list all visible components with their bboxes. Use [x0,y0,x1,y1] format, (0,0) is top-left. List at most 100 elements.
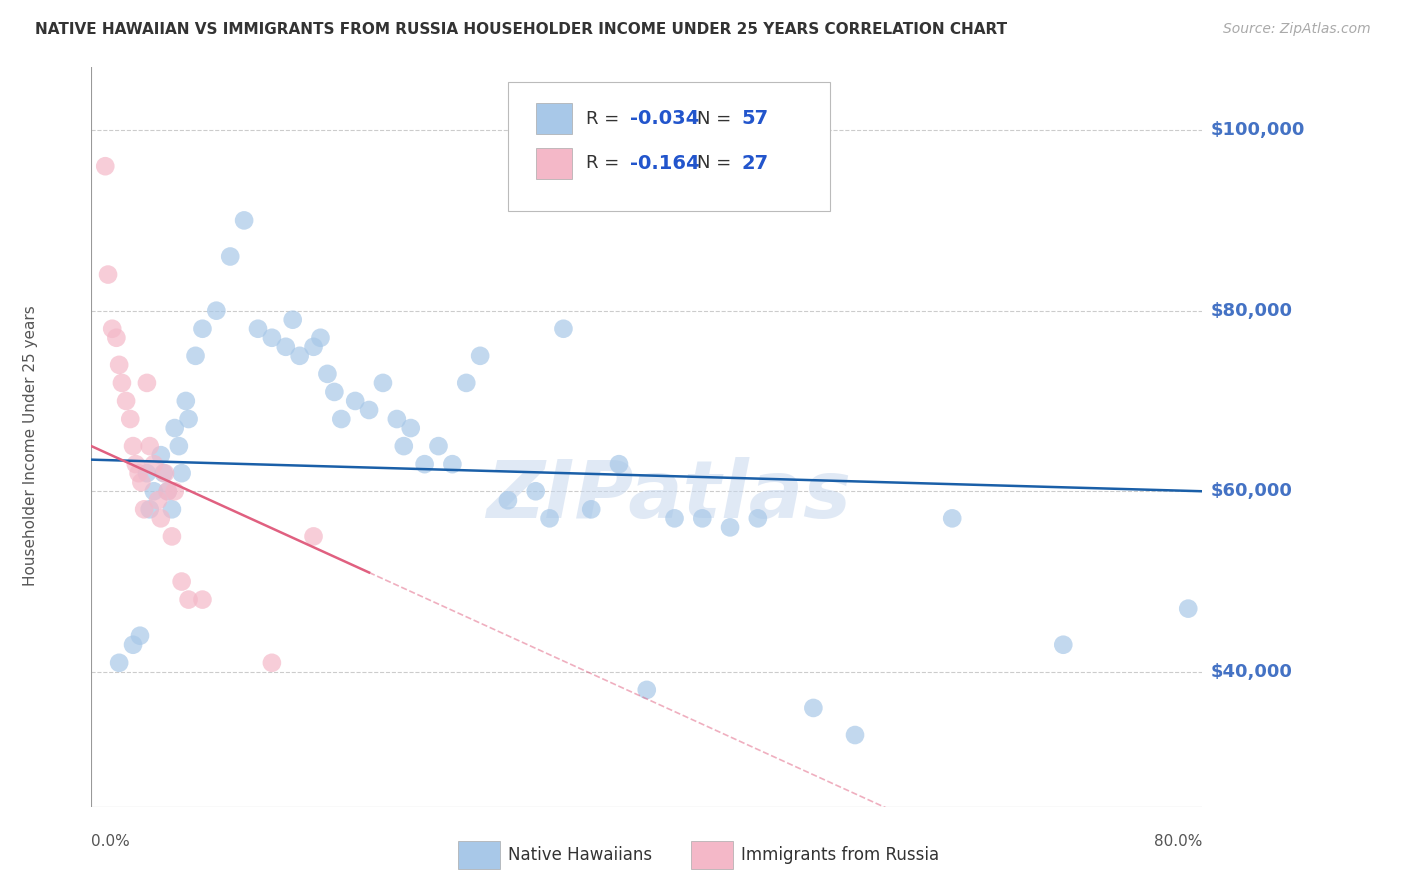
Point [163,421,186,435]
Point [636,682,658,697]
Point [309,331,332,345]
Point [247,322,270,336]
Point [371,376,394,390]
Point [281,312,304,326]
Bar [536,103,572,135]
Point [399,421,422,435]
Text: $40,000: $40,000 [1211,663,1292,681]
Point [718,520,741,534]
Point [135,376,157,390]
Point [538,511,561,525]
Text: 80.0%: 80.0% [1154,834,1202,849]
Point [152,466,174,480]
Point [142,457,165,471]
Point [468,349,492,363]
Text: $100,000: $100,000 [1211,121,1305,139]
Point [747,511,769,525]
Point [146,493,169,508]
Point [427,439,450,453]
Point [191,322,214,336]
Text: Native Hawaiians: Native Hawaiians [508,847,652,864]
Text: 0.0%: 0.0% [91,834,131,849]
Point [160,502,183,516]
Point [94,159,117,173]
Point [607,457,630,471]
Point [579,502,602,516]
Point [135,466,157,480]
Text: ZIPatlas: ZIPatlas [486,458,852,535]
Point [690,511,713,525]
Point [97,268,120,282]
Point [323,384,346,399]
Text: $80,000: $80,000 [1211,301,1292,319]
Point [131,475,153,490]
Bar [458,841,501,870]
Point [288,349,311,363]
Point [122,439,145,453]
Text: R =: R = [586,110,624,128]
Point [120,412,142,426]
Point [233,213,256,227]
Text: $60,000: $60,000 [1211,483,1292,500]
Point [125,457,148,471]
Point [138,439,160,453]
Point [219,250,242,264]
Point [1177,601,1199,615]
Point [163,484,186,499]
Point [170,574,193,589]
Point [553,322,575,336]
Point [844,728,866,742]
Text: 57: 57 [741,109,768,128]
Point [330,412,353,426]
Point [260,331,283,345]
Point [122,638,145,652]
Text: -0.164: -0.164 [630,153,700,173]
Point [316,367,339,381]
Point [108,656,131,670]
Bar [692,841,734,870]
Point [496,493,519,508]
FancyBboxPatch shape [508,82,830,211]
Point [177,592,200,607]
Point [153,466,176,480]
Point [801,701,824,715]
Point [941,511,963,525]
Text: NATIVE HAWAIIAN VS IMMIGRANTS FROM RUSSIA HOUSEHOLDER INCOME UNDER 25 YEARS CORR: NATIVE HAWAIIAN VS IMMIGRANTS FROM RUSSI… [35,22,1007,37]
Point [108,358,131,372]
Point [664,511,686,525]
Point [134,502,156,516]
Point [174,394,197,409]
Text: 27: 27 [741,153,768,173]
Point [138,502,160,516]
Point [413,457,436,471]
Point [128,466,150,480]
Point [129,629,152,643]
Point [344,394,367,409]
Point [156,484,179,499]
Text: R =: R = [586,154,624,172]
Point [524,484,547,499]
Point [149,511,172,525]
Point [1052,638,1074,652]
Point [302,340,325,354]
Text: Source: ZipAtlas.com: Source: ZipAtlas.com [1223,22,1371,37]
Point [156,484,179,499]
Text: Householder Income Under 25 years: Householder Income Under 25 years [24,306,38,586]
Point [191,592,214,607]
Point [205,303,228,318]
Bar [536,147,572,178]
Point [184,349,207,363]
Point [142,484,165,499]
Point [149,448,172,462]
Point [274,340,297,354]
Text: N =: N = [697,110,737,128]
Point [177,412,200,426]
Point [111,376,134,390]
Point [101,322,124,336]
Point [170,466,193,480]
Point [385,412,408,426]
Point [160,529,183,543]
Point [167,439,190,453]
Point [392,439,415,453]
Point [105,331,128,345]
